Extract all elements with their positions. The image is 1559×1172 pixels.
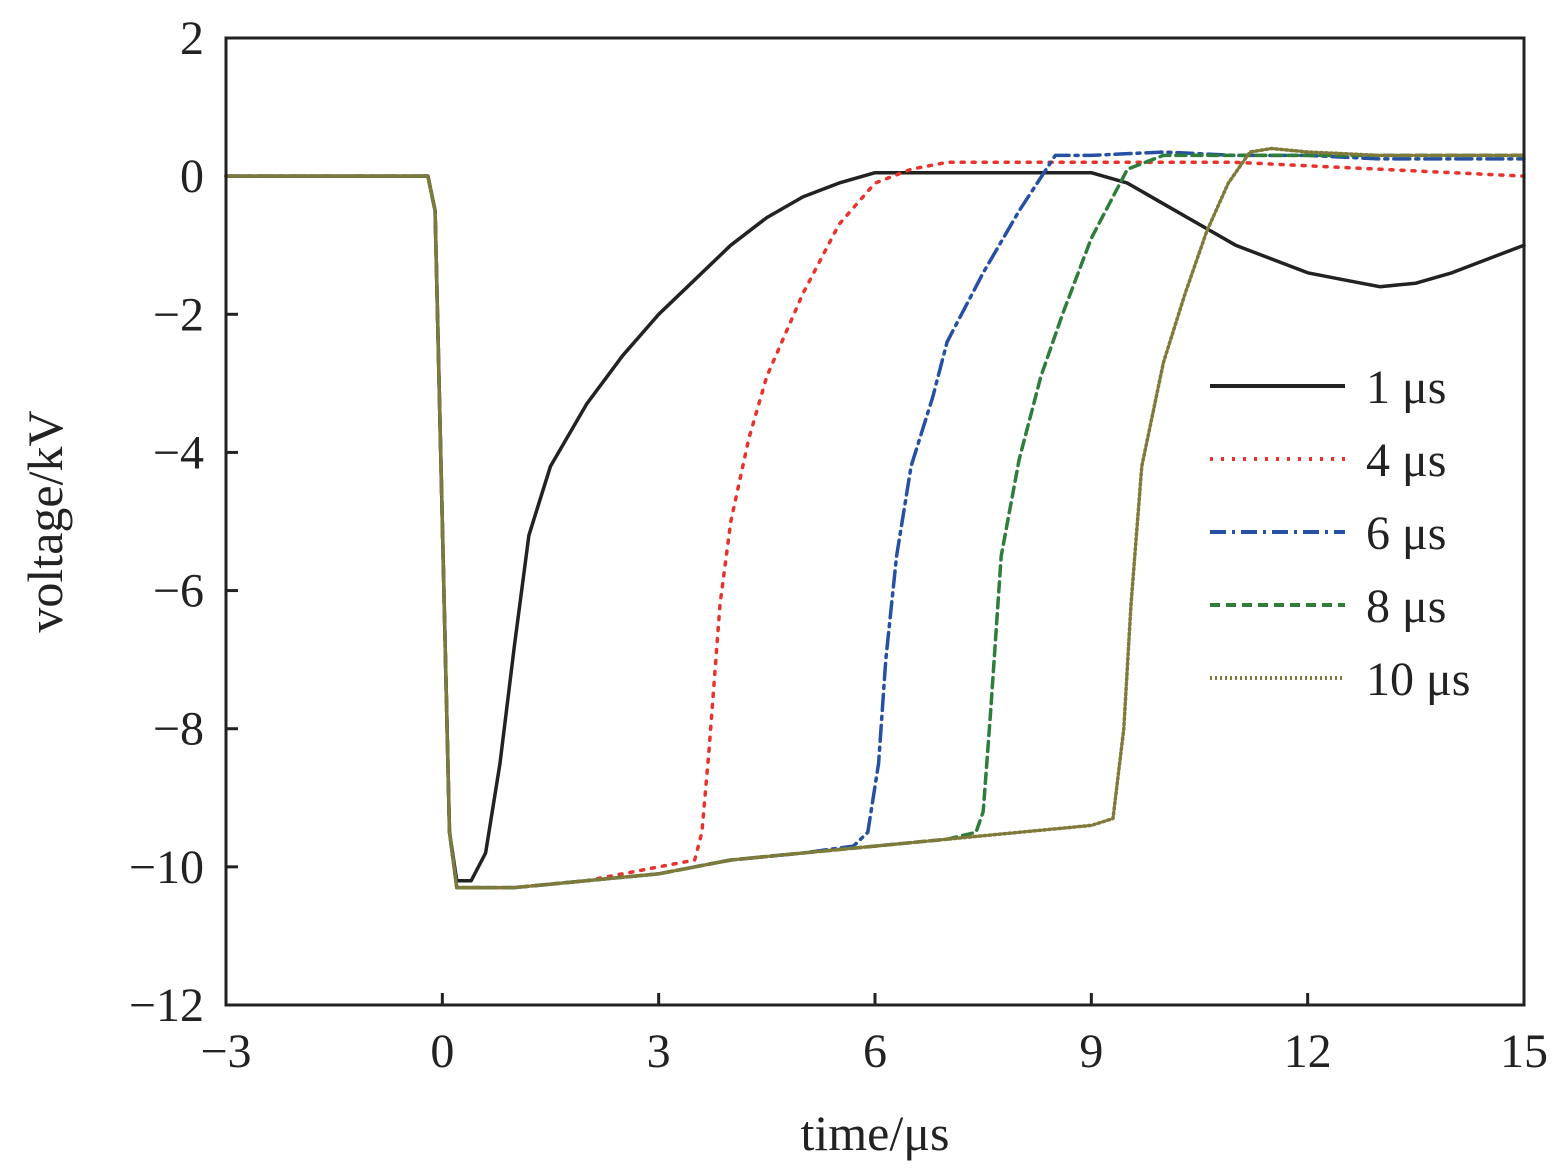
legend-label: 4 μs xyxy=(1366,434,1446,487)
x-tick-label: 15 xyxy=(1500,1025,1548,1078)
y-tick-label: −4 xyxy=(153,426,204,479)
series-layer xyxy=(224,146,1526,890)
legend-label: 1 μs xyxy=(1366,361,1446,414)
x-tick-label: 0 xyxy=(430,1025,454,1078)
legend-item: 10 μs xyxy=(1210,653,1470,706)
x-axis-ticks: −3 0 3 6 9 12 15 xyxy=(200,993,1548,1078)
x-tick-label: 6 xyxy=(863,1025,887,1078)
legend-item: 8 μs xyxy=(1210,580,1446,633)
legend-label: 8 μs xyxy=(1366,580,1446,633)
y-tick-label: −12 xyxy=(129,979,204,1032)
series-line-3 xyxy=(224,150,1526,890)
y-tick-label: 2 xyxy=(180,12,204,65)
x-tick-label: 9 xyxy=(1079,1025,1103,1078)
x-tick-label: 3 xyxy=(647,1025,671,1078)
y-tick-label: −8 xyxy=(153,703,204,756)
legend-label: 10 μs xyxy=(1366,653,1470,706)
y-tick-label: 0 xyxy=(180,150,204,203)
y-tick-label: −2 xyxy=(153,288,204,341)
plot-frame xyxy=(224,36,1526,1007)
y-tick-label: −6 xyxy=(153,565,204,618)
series-line-1 xyxy=(224,170,1526,883)
legend: 1 μs 4 μs 6 μs 8 μs 10 μs xyxy=(1210,361,1470,706)
x-tick-label: 12 xyxy=(1284,1025,1332,1078)
legend-item: 6 μs xyxy=(1210,507,1446,560)
x-tick-label: −3 xyxy=(200,1025,251,1078)
x-axis-title: time/μs xyxy=(800,1105,949,1161)
y-tick-label: −10 xyxy=(129,841,204,894)
series-line-4 xyxy=(224,153,1526,890)
y-axis-ticks: 2 0 −2 −4 −6 −8 −10 −12 xyxy=(129,12,238,1032)
legend-label: 6 μs xyxy=(1366,507,1446,560)
y-axis-title: voltage/kV xyxy=(17,410,73,632)
series-line-5 xyxy=(224,146,1526,890)
legend-item: 4 μs xyxy=(1210,434,1446,487)
legend-item: 1 μs xyxy=(1210,361,1446,414)
